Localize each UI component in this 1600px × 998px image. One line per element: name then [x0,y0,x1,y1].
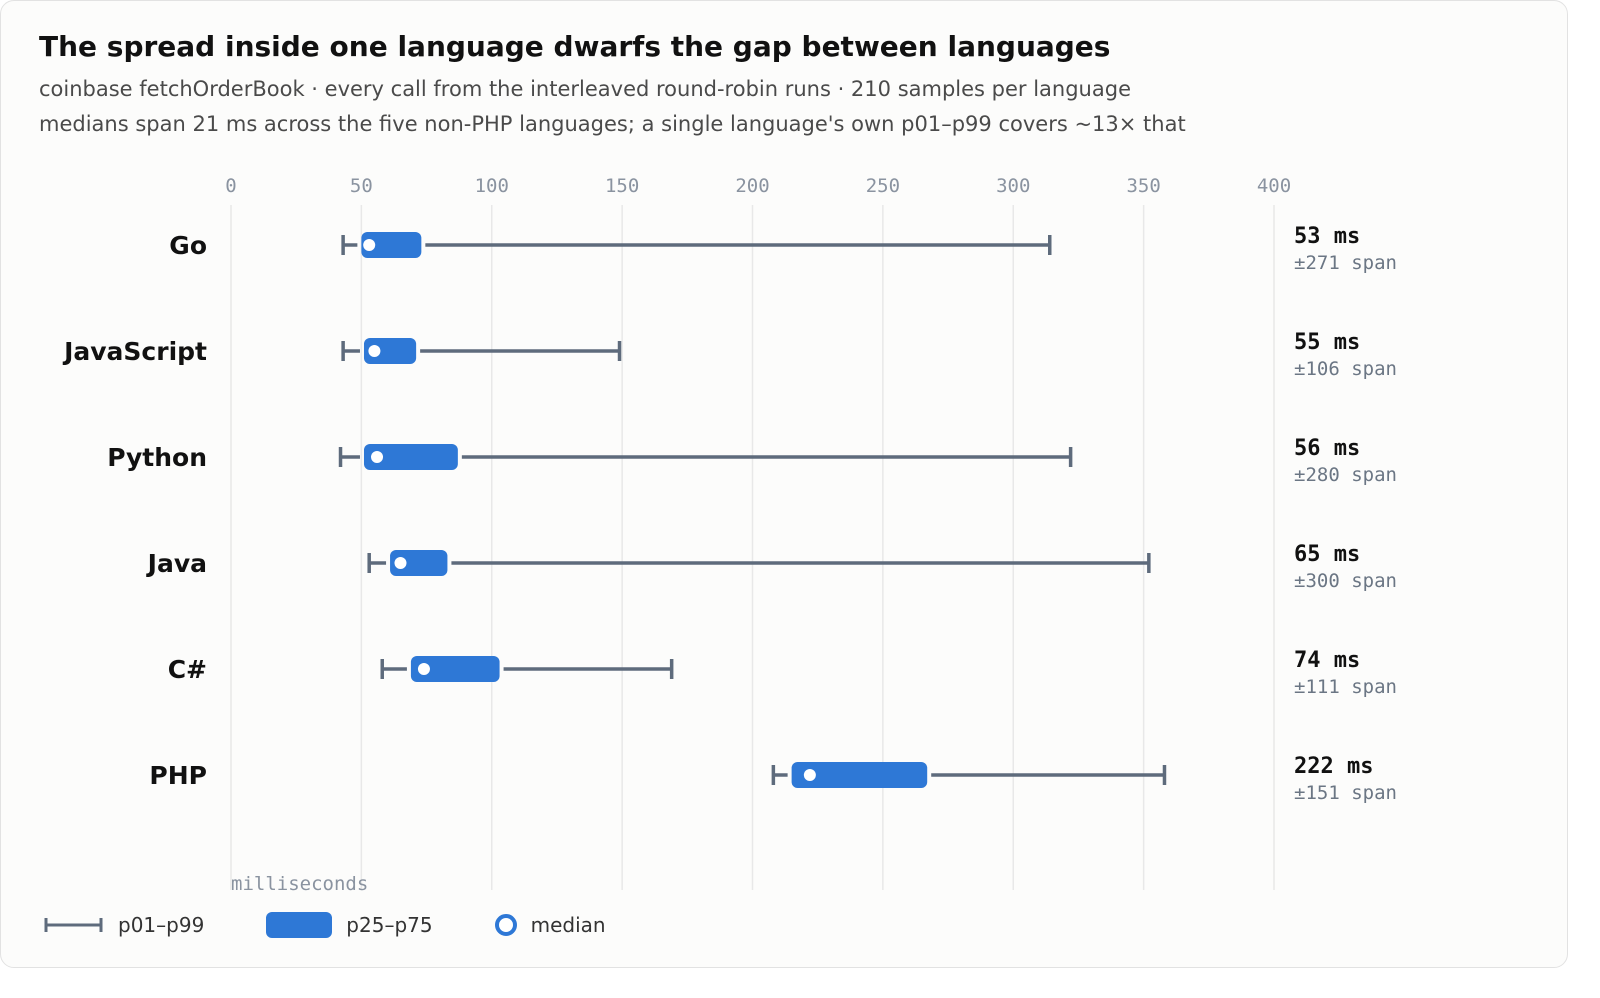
x-tick-label-400: 400 [1257,175,1291,197]
legend-label-whisker: p01–p99 [118,913,205,937]
span-value-label-java: ±300 span [1294,570,1397,592]
legend-item-median: median [494,913,606,937]
median-dot-go [363,239,376,251]
median-value-label-go: 53 ms [1294,224,1360,249]
median-dot-java [394,557,407,569]
category-label-javascript: JavaScript [62,337,207,366]
x-tick-label-250: 250 [866,175,900,197]
span-value-label-python: ±280 span [1294,464,1397,486]
median-dot-javascript [368,345,381,357]
iqr-box-python [363,444,458,470]
span-value-label-javascript: ±106 span [1294,358,1397,380]
median-dot-php [803,769,816,781]
median-value-label-javascript: 55 ms [1294,330,1360,355]
x-tick-label-100: 100 [475,175,509,197]
category-label-csharp: C# [168,655,207,684]
category-label-go: Go [169,231,207,260]
span-value-label-php: ±151 span [1294,782,1397,804]
chart-subtitle-line-1: coinbase fetchOrderBook · every call fro… [39,77,1131,101]
category-label-java: Java [146,549,207,578]
iqr-box-php [791,762,928,788]
chart-subtitle-line-2: medians span 21 ms across the five non-P… [39,112,1186,136]
x-tick-label-350: 350 [1126,175,1160,197]
x-tick-label-200: 200 [735,175,769,197]
median-value-label-java: 65 ms [1294,542,1360,567]
iqr-box-csharp [410,656,500,682]
legend-item-box: p25–p75 [266,912,433,938]
category-label-php: PHP [149,761,207,790]
median-dot-python [371,451,384,463]
span-value-label-csharp: ±111 span [1294,676,1397,698]
iqr-box-go [361,232,422,258]
chart-card [0,0,1568,968]
x-tick-label-150: 150 [605,175,639,197]
median-value-label-csharp: 74 ms [1294,648,1360,673]
chart-legend: p01–p99 p25–p75 median [44,910,668,940]
legend-label-box: p25–p75 [346,913,433,937]
legend-box-swatch [266,912,333,938]
median-value-label-php: 222 ms [1294,754,1373,779]
x-tick-label-50: 50 [350,175,373,197]
median-value-label-python: 56 ms [1294,436,1360,461]
median-dot-csharp [417,663,430,675]
x-axis-label: milliseconds [231,873,368,895]
legend-whisker-swatch [44,918,103,932]
span-value-label-go: ±271 span [1294,252,1397,274]
legend-item-whisker: p01–p99 [44,913,204,937]
x-tick-label-300: 300 [996,175,1030,197]
x-tick-label-0: 0 [225,175,236,197]
legend-median-swatch [494,914,517,936]
legend-label-median: median [530,913,606,937]
iqr-box-javascript [363,338,417,364]
category-label-python: Python [107,443,207,472]
iqr-box-java [390,550,448,576]
chart-title: The spread inside one language dwarfs th… [39,30,1111,63]
